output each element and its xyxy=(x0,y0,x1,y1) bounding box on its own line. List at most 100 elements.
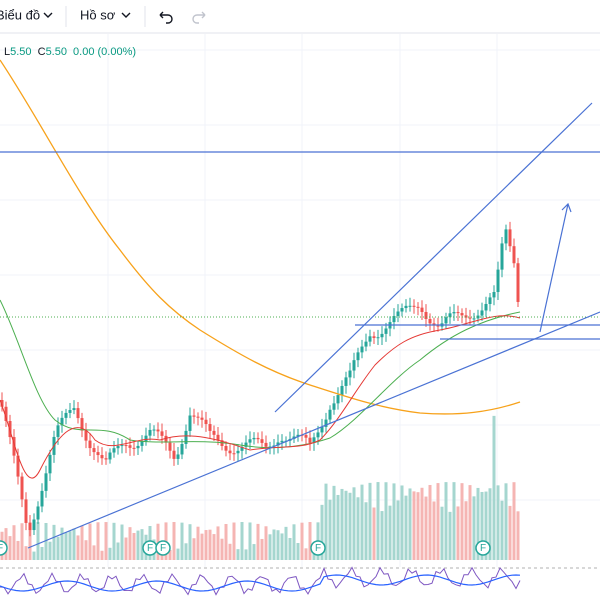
volume-bar xyxy=(476,487,480,560)
candle xyxy=(384,328,388,334)
candle xyxy=(232,453,236,455)
event-label: F xyxy=(315,543,321,554)
candle xyxy=(488,297,492,304)
volume-bar xyxy=(200,533,204,560)
volume-bar xyxy=(220,538,224,560)
volume xyxy=(0,415,520,560)
volume-bar xyxy=(312,550,316,560)
volume-bar xyxy=(184,543,188,560)
candle xyxy=(76,408,80,419)
channel-line xyxy=(274,102,593,413)
candle xyxy=(408,305,412,307)
volume-bar xyxy=(248,522,252,560)
candle xyxy=(100,455,104,459)
undo-button[interactable] xyxy=(159,11,173,24)
candle xyxy=(16,455,20,477)
volume-bar xyxy=(300,522,304,560)
candle xyxy=(516,263,520,302)
volume-bar xyxy=(484,491,488,560)
candle xyxy=(140,441,144,446)
volume-bar xyxy=(104,522,108,560)
arrow xyxy=(539,202,572,333)
candle xyxy=(116,446,120,449)
volume-bar xyxy=(356,497,360,560)
candle xyxy=(136,445,140,449)
volume-bar xyxy=(48,541,52,560)
candle xyxy=(24,499,28,523)
volume-bar xyxy=(108,547,112,560)
candle xyxy=(160,431,164,436)
volume-bar xyxy=(500,500,504,560)
volume-bar xyxy=(364,502,368,560)
volume-bar xyxy=(396,500,400,560)
candle xyxy=(56,425,60,437)
event-marker xyxy=(0,540,8,556)
candle xyxy=(400,308,404,312)
volume-bar xyxy=(496,485,500,560)
volume-bar xyxy=(92,545,96,560)
volume-bar xyxy=(508,505,512,560)
chart-menu[interactable]: Biểu đồ xyxy=(0,7,40,22)
candle xyxy=(84,430,88,441)
volume-bar xyxy=(172,522,176,560)
candle xyxy=(12,437,16,456)
candle xyxy=(236,450,240,454)
volume-bar xyxy=(360,484,364,560)
candle xyxy=(512,246,516,264)
candle xyxy=(124,445,128,447)
candle xyxy=(128,445,132,448)
volume-bar xyxy=(460,483,464,560)
candle xyxy=(320,426,324,433)
candle xyxy=(68,410,72,413)
candle xyxy=(396,311,400,317)
candle xyxy=(20,476,24,500)
trend-line xyxy=(27,311,600,549)
event-label: F xyxy=(480,543,486,554)
volume-bar xyxy=(32,551,36,560)
candle xyxy=(444,317,448,324)
redo-button[interactable] xyxy=(192,11,206,24)
volume-bar xyxy=(100,550,104,560)
volume-bar xyxy=(392,483,396,560)
volume-bar xyxy=(408,488,412,560)
chevron[interactable] xyxy=(121,12,131,18)
candle xyxy=(264,442,268,447)
volume-bar xyxy=(512,482,516,560)
volume-bar xyxy=(480,491,484,560)
volume-bar xyxy=(8,536,12,560)
volume-bar xyxy=(380,511,384,560)
volume-bar xyxy=(176,548,180,560)
volume-bar xyxy=(368,482,372,560)
oscillator-signal xyxy=(0,574,521,592)
candle xyxy=(28,522,32,531)
low-label: L xyxy=(4,46,10,58)
volume-bar xyxy=(416,492,420,560)
volume-bar xyxy=(444,482,448,560)
candle xyxy=(468,317,472,319)
candle xyxy=(304,434,308,438)
volume-bar xyxy=(276,530,280,560)
volume-bar xyxy=(448,511,452,560)
candle xyxy=(356,352,360,361)
legend: L5.50 C5.50 0.00 (0.00%) xyxy=(4,46,136,58)
profile-menu[interactable]: Hồ sơ xyxy=(80,7,116,22)
candle xyxy=(212,430,216,435)
candle xyxy=(340,385,344,396)
candle xyxy=(40,490,44,507)
candle xyxy=(192,415,196,417)
chevron[interactable] xyxy=(43,12,53,18)
candle xyxy=(152,429,156,431)
volume-bar xyxy=(196,526,200,560)
candle xyxy=(188,415,192,431)
candle xyxy=(464,315,468,318)
candle xyxy=(436,325,440,327)
candle xyxy=(156,429,160,432)
volume-bar xyxy=(180,522,184,560)
candle xyxy=(36,506,40,520)
candle xyxy=(500,243,504,270)
volume-bar xyxy=(232,522,236,560)
volume-bar xyxy=(424,496,428,560)
candle xyxy=(48,454,52,474)
events: FFFFF xyxy=(0,540,491,556)
candle xyxy=(200,417,204,420)
